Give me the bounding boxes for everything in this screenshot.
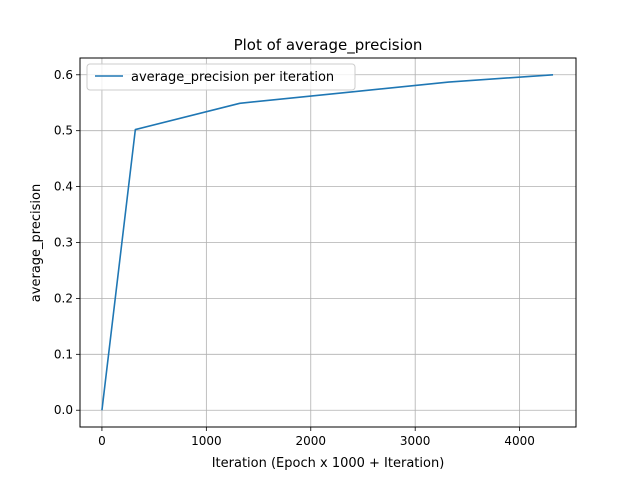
y-tick-label: 0.3 — [54, 236, 73, 250]
x-tick-label: 3000 — [400, 434, 431, 448]
legend-box — [86, 63, 356, 91]
y-tick-label: 0.5 — [54, 124, 73, 138]
y-axis-ticks: 0.0 0.1 0.2 0.3 0.4 0.5 0.6 — [54, 68, 80, 417]
x-axis-ticks: 0 1000 2000 3000 4000 — [98, 427, 535, 448]
y-tick-label: 0.0 — [54, 403, 73, 417]
x-axis-label: Iteration (Epoch x 1000 + Iteration) — [212, 456, 445, 471]
x-tick-label: 0 — [98, 434, 106, 448]
y-tick-label: 0.2 — [54, 291, 73, 305]
y-tick-label: 0.4 — [54, 180, 73, 194]
chart-title: Plot of average_precision — [234, 36, 423, 55]
grid-lines — [80, 58, 576, 427]
x-tick-label: 1000 — [191, 434, 222, 448]
legend: average_precision per iteration — [86, 63, 356, 91]
x-tick-label: 4000 — [504, 434, 535, 448]
y-axis-label: average_precision — [29, 184, 44, 302]
series-line-0 — [101, 73, 554, 411]
x-tick-label: 2000 — [295, 434, 326, 448]
series-layer — [101, 73, 554, 411]
y-tick-label: 0.1 — [54, 347, 73, 361]
legend-label: average_precision per iteration — [131, 70, 334, 85]
y-tick-label: 0.6 — [54, 68, 73, 82]
